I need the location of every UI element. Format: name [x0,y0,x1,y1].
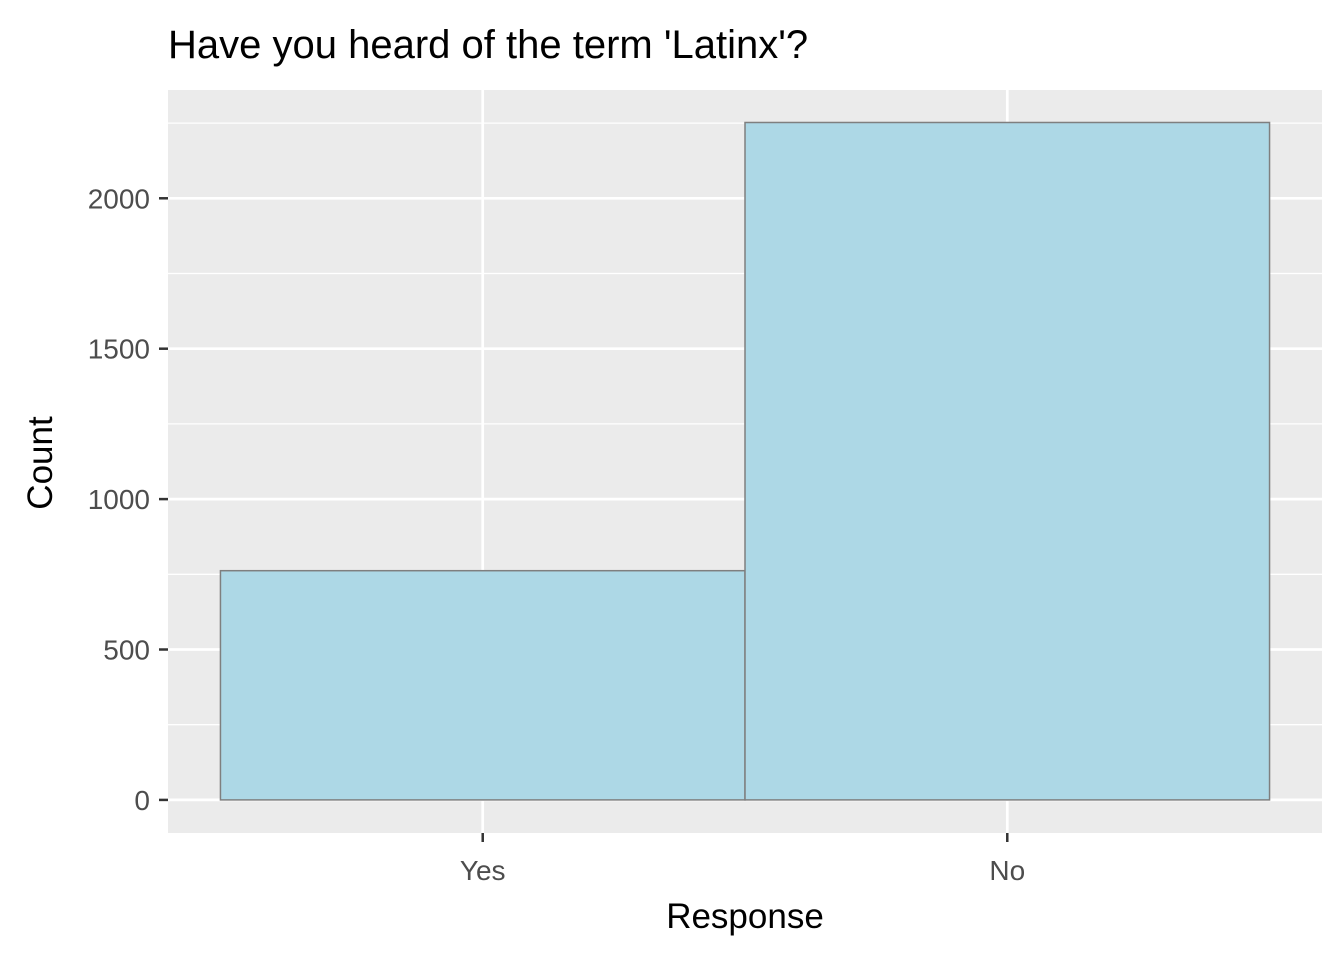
chart-title: Have you heard of the term 'Latinx'? [168,23,808,67]
x-axis-title: Response [666,897,824,936]
y-tick-label: 1500 [88,334,150,365]
y-tick-label: 2000 [88,183,150,214]
y-axis-title: Count [21,416,60,510]
bars [219,121,1271,801]
y-axis: 0 500 1000 1500 2000 [88,183,168,816]
y-tick-label: 0 [134,785,150,816]
y-tick-label: 1000 [88,484,150,515]
x-tick-label: Yes [460,855,506,886]
x-axis: Yes No [460,833,1025,886]
bar-no [744,121,1271,801]
y-tick-label: 500 [103,635,150,666]
x-tick-label: No [989,855,1025,886]
bar-yes [219,569,746,801]
